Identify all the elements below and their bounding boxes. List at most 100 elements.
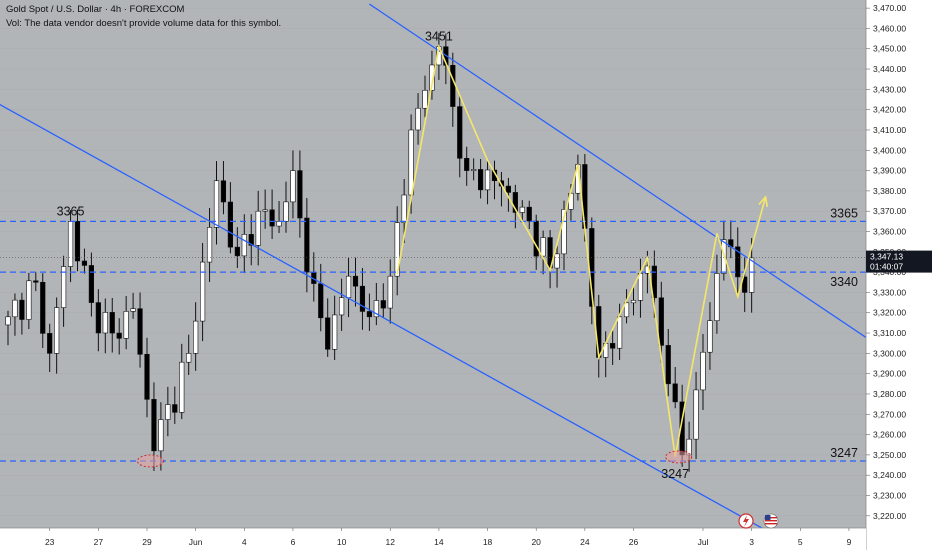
candle-bull	[623, 302, 630, 318]
candle-bull	[637, 273, 644, 301]
time-tick-label: 6	[291, 537, 296, 547]
level-label: 3365	[830, 206, 858, 220]
time-tick-label: 29	[142, 537, 152, 547]
lightning-event-icon[interactable]	[738, 513, 754, 529]
price-tick-label: 3,420.00	[873, 105, 906, 115]
candle-bear	[610, 343, 616, 349]
candle-bear	[269, 209, 275, 227]
candle-bear	[297, 170, 303, 219]
time-tick-label: 12	[386, 537, 396, 547]
candle-bull	[429, 64, 435, 91]
price-tick-label: 3,430.00	[873, 84, 906, 94]
candle-bear	[359, 285, 366, 312]
candle-bull	[714, 273, 720, 321]
price-tick-label: 3,280.00	[873, 389, 906, 399]
candle-bear	[88, 265, 94, 303]
candle-bear	[227, 201, 234, 248]
candle-bull	[12, 299, 18, 318]
time-tick-label: 18	[483, 537, 493, 547]
candle-bull	[616, 316, 623, 349]
chart-title: Gold Spot / U.S. Dollar · 4h · FOREXCOM	[6, 4, 185, 15]
level-label: 3247	[830, 446, 858, 460]
candle-bear	[95, 302, 101, 334]
price-tick-label: 3,330.00	[873, 287, 906, 297]
price-tick-label: 3,250.00	[873, 450, 906, 460]
candle-bear	[304, 217, 310, 273]
zigzag-projection	[396, 43, 767, 458]
time-tick-label: 10	[337, 537, 347, 547]
candle-bear	[248, 234, 254, 246]
price-point-label: 3247	[661, 467, 689, 481]
candle-bear	[151, 399, 157, 452]
last-price-badge-bg	[866, 250, 932, 273]
time-tick-label: 24	[580, 537, 590, 547]
candle-bull	[5, 316, 11, 326]
candles-layer	[5, 33, 755, 472]
candle-bull	[707, 320, 713, 353]
candle-bull	[540, 237, 546, 257]
candle-bull	[700, 351, 706, 391]
time-tick-label: 20	[531, 537, 541, 547]
time-tick-label: Jul	[698, 537, 709, 547]
candle-bear	[109, 312, 115, 334]
event-icons[interactable]	[738, 513, 779, 529]
candle-bear	[19, 299, 25, 320]
candle-bear	[47, 333, 53, 354]
candle-bear	[512, 192, 518, 213]
candle-bear	[33, 280, 39, 283]
candle-bull	[276, 221, 282, 227]
candle-bull	[332, 314, 338, 350]
candle-bull	[158, 419, 164, 452]
candle-bear	[352, 275, 359, 287]
candle-bull	[484, 169, 491, 191]
volume-note: Vol: The data vendor doesn't provide vol…	[6, 18, 282, 29]
candle-bear	[735, 246, 741, 278]
candle-bull	[54, 307, 60, 354]
candle-bear	[234, 246, 240, 257]
price-tick-label: 3,460.00	[873, 23, 906, 33]
price-tick-label: 3,320.00	[873, 308, 906, 318]
candle-bull	[401, 194, 407, 223]
price-point-label: 3451	[425, 30, 453, 44]
price-tick-label: 3,470.00	[873, 3, 906, 13]
price-tick-label: 3,260.00	[873, 430, 906, 440]
price-tick-label: 3,240.00	[873, 470, 906, 480]
candle-bull	[290, 170, 296, 203]
price-tick-label: 3,450.00	[873, 44, 906, 54]
low-marker-ellipse	[137, 454, 164, 468]
candle-bull	[67, 221, 74, 267]
candle-bull	[387, 275, 393, 309]
price-tick-label: 3,380.00	[873, 186, 906, 196]
time-tick-label: 23	[45, 537, 55, 547]
low-marker-ellipse	[665, 450, 693, 464]
price-axis-bg	[866, 0, 932, 550]
price-tick-label: 3,270.00	[873, 409, 906, 419]
price-tick-label: 3,290.00	[873, 369, 906, 379]
price-tick-label: 3,370.00	[873, 206, 906, 216]
candle-bear	[526, 206, 532, 222]
us-flag-icon[interactable]	[763, 513, 779, 529]
candle-bear	[366, 311, 373, 318]
price-tick-label: 3,360.00	[873, 227, 906, 237]
candle-bull	[200, 261, 206, 322]
candle-bear	[81, 260, 88, 266]
time-axis[interactable]: 23 27 29 Jun 4 6 10 12 14 18 20 24 26 Jul 3 5 9	[0, 527, 866, 550]
candle-bear	[220, 180, 227, 203]
candle-bull	[283, 201, 289, 222]
price-tick-label: 3,310.00	[873, 328, 906, 338]
candle-bull	[749, 257, 755, 293]
candle-bear	[464, 157, 470, 171]
time-tick-label: Jun	[189, 537, 203, 547]
price-tick-label: 3,300.00	[873, 348, 906, 358]
time-axis-bg	[0, 528, 866, 550]
candle-bull	[519, 206, 525, 213]
level-label: 3340	[830, 275, 858, 289]
price-tick-label: 3,230.00	[873, 491, 906, 501]
candle-bear	[672, 383, 678, 403]
candle-bull	[693, 389, 699, 440]
projection-arrowhead	[758, 195, 769, 207]
price-axis[interactable]: 3,220.00 3,230.00 3,240.00 3,250.00 3,260.00…	[865, 0, 932, 550]
candle-bear	[318, 283, 324, 319]
candle-bull	[206, 227, 213, 263]
